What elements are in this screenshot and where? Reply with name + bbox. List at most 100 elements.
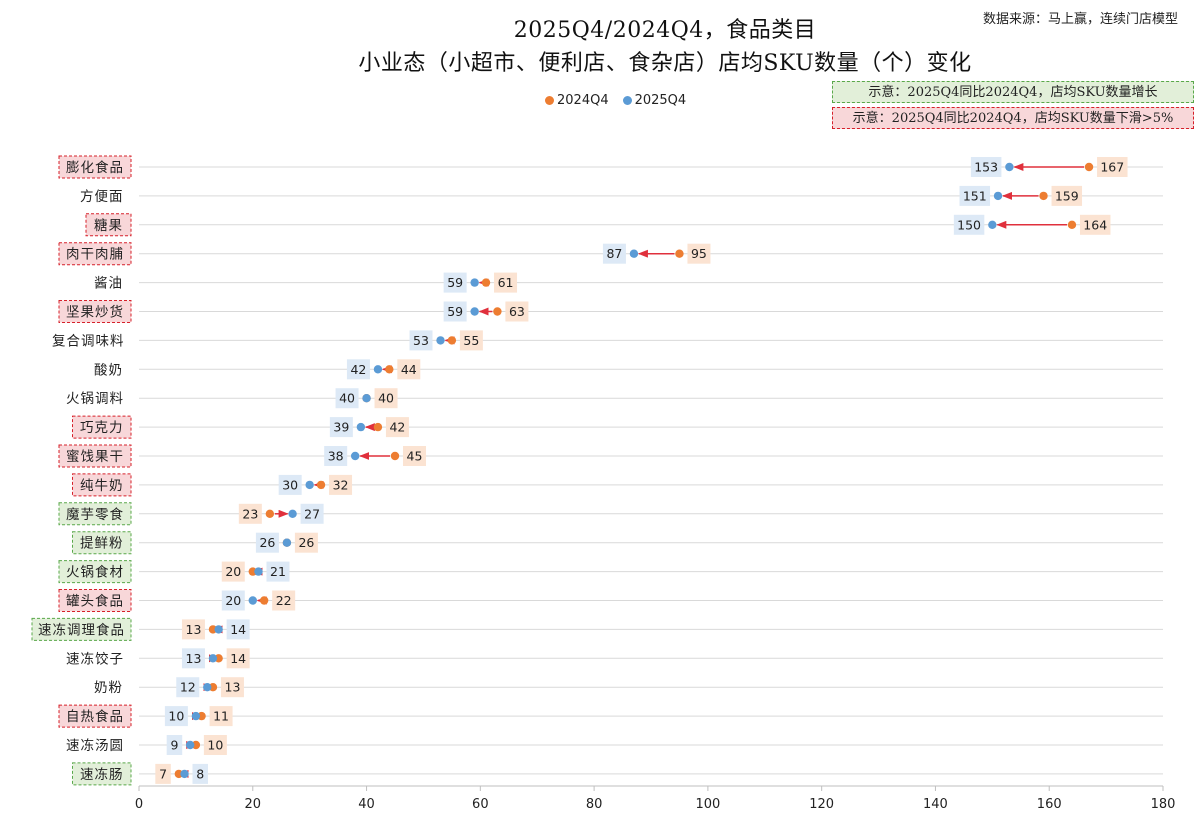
category-flag-box-growth [72,531,132,555]
category-label: 纯牛奶 [80,478,124,494]
x-tick-label: 160 [1037,797,1062,812]
value-label-2025-bg [329,417,353,438]
point-2024 [316,480,326,490]
point-2025 [203,683,212,692]
value-label-2025: 39 [333,420,349,435]
point-2025 [350,451,360,461]
category-flag-box-decline [72,473,132,497]
value-label-2024-bg [329,474,353,495]
legend-marker-2025 [622,96,632,105]
point-2024 [390,451,400,461]
x-tick-label: 180 [1151,797,1176,812]
chart-title-line1: 2025Q4/2024Q4，食品类目 [513,18,817,43]
value-label-2024-bg [397,359,421,380]
value-label-2024-bg [459,330,483,351]
point-2025 [356,422,366,432]
growth-legend-note: 示意：2025Q4同比2024Q4，店均SKU数量增长 [832,81,1194,103]
category-label: 罐头食品 [66,593,124,610]
value-label-2024: 45 [407,449,423,464]
value-label-2025: 27 [304,506,320,521]
point-2025 [288,509,297,518]
value-label-2025-bg [953,214,985,235]
category-label: 魔芋零食 [66,506,124,523]
value-label-2024: 159 [1055,188,1079,203]
point-2025 [436,336,445,345]
category-flag-box-decline [58,242,132,266]
category-label: 肉干肉脯 [66,247,124,263]
value-label-2024-bg [155,763,171,784]
value-label-2025-bg [266,561,290,582]
decline-legend-note: 示意：2025Q4同比2024Q4，店均SKU数量下滑>5% [832,107,1194,129]
value-label-2025-bg [164,706,188,727]
category-label: 糖果 [94,218,123,234]
category-flag-box-decline [58,444,132,468]
x-tick-label: 60 [472,797,489,812]
point-2025 [282,538,292,547]
x-tick-label: 40 [358,797,375,812]
value-label-2025-bg [409,330,433,351]
value-label-2024: 61 [498,275,514,290]
point-2024 [675,249,684,258]
x-tick-label: 100 [695,797,720,812]
point-2024 [385,365,394,374]
category-label: 巧克力 [80,420,124,436]
value-label-2024-bg [505,301,529,322]
value-label-2024: 164 [1083,217,1107,232]
legend-label-2025: 2025Q4 [634,93,687,108]
x-tick-label: 140 [923,797,948,812]
value-label-2024-bg [1079,214,1111,235]
value-label-2024-bg [203,735,227,755]
point-2025 [373,365,383,374]
value-label-2025: 14 [230,622,246,637]
value-label-2025-bg [226,619,250,640]
category-label: 自热食品 [66,708,124,725]
category-flag-box-decline [58,704,132,728]
value-label-2025: 9 [170,738,178,753]
value-label-2024: 23 [242,506,258,521]
value-label-2024: 11 [213,709,229,724]
value-label-2025-bg [324,446,348,466]
value-label-2025: 10 [168,709,184,724]
value-label-2024-bg [226,648,250,669]
value-label-2024: 32 [333,477,349,492]
category-label: 酱油 [94,276,123,292]
value-label-2025-bg [300,503,324,524]
point-2025 [1005,162,1014,172]
category-flag-box-growth [58,502,132,526]
value-label-2025-bg [959,185,991,206]
point-2024 [1039,191,1048,201]
value-label-2024-bg [220,677,244,698]
x-tick-label: 120 [809,797,834,812]
value-label-2025-bg [166,735,183,755]
legend: 2024Q4 2025Q4 [545,93,686,108]
value-label-2025-bg [176,677,200,698]
value-label-2024: 40 [378,391,394,406]
category-label: 提鲜粉 [80,536,124,552]
category-flag-box-growth [72,762,132,786]
value-label-2025-bg [221,590,245,611]
value-label-2025-bg [335,388,359,409]
value-label-2024: 10 [207,738,223,753]
value-label-2024-bg [272,590,296,611]
value-label-2024: 44 [401,362,417,377]
value-label-2025-bg [443,301,467,322]
value-label-2024: 95 [691,246,707,261]
category-flag-box-decline [58,155,132,179]
x-tick-label: 20 [245,797,262,812]
category-label: 速冻汤圆 [66,738,124,754]
chart-title-line2: 小业态（小超市、便利店、食杂店）店均SKU数量（个）变化 [358,51,972,76]
point-2025 [988,220,997,229]
value-label-2024-bg [181,619,205,640]
value-label-2025: 42 [350,362,366,377]
value-label-2024: 14 [230,651,246,666]
category-label: 速冻肠 [80,767,124,783]
point-2024 [259,596,269,605]
value-label-2025: 30 [282,477,298,492]
point-2025 [180,769,189,779]
value-label-2025: 12 [180,680,196,695]
point-2025 [993,191,1003,201]
legend-item-2025: 2025Q4 [622,93,687,108]
value-label-2024-bg [494,272,518,293]
x-tick-label: 0 [135,797,143,812]
